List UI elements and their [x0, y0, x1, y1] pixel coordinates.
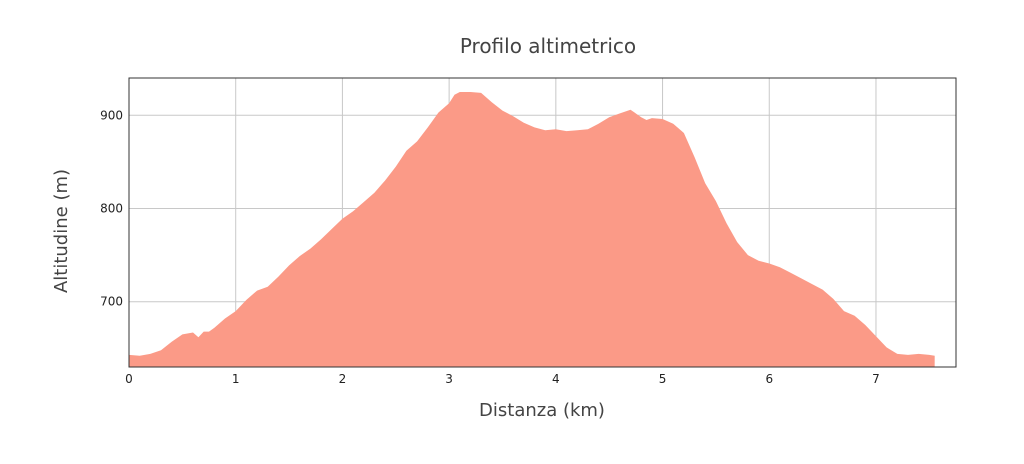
- x-tick-label: 6: [765, 372, 773, 386]
- elevation-area: [129, 92, 935, 367]
- x-tick-label: 1: [232, 372, 240, 386]
- x-axis-label: Distanza (km): [479, 400, 605, 421]
- y-tick-label: 900: [100, 108, 123, 122]
- x-tick-label: 4: [552, 372, 560, 386]
- x-tick-label: 5: [659, 372, 667, 386]
- chart-title: Profilo altimetrico: [460, 34, 636, 58]
- area-layer: [129, 92, 935, 367]
- x-tick-label: 2: [339, 372, 347, 386]
- x-tick-label: 7: [872, 372, 880, 386]
- x-tick-label: 0: [125, 372, 133, 386]
- y-tick-label: 700: [100, 295, 123, 309]
- tick-layer: 0 1 2 3 4 5 6 7 700 800 900: [100, 108, 880, 386]
- y-axis-label: Altitudine (m): [51, 169, 72, 293]
- y-tick-label: 800: [100, 202, 123, 216]
- x-tick-label: 3: [445, 372, 453, 386]
- plot-frame: [128, 77, 957, 368]
